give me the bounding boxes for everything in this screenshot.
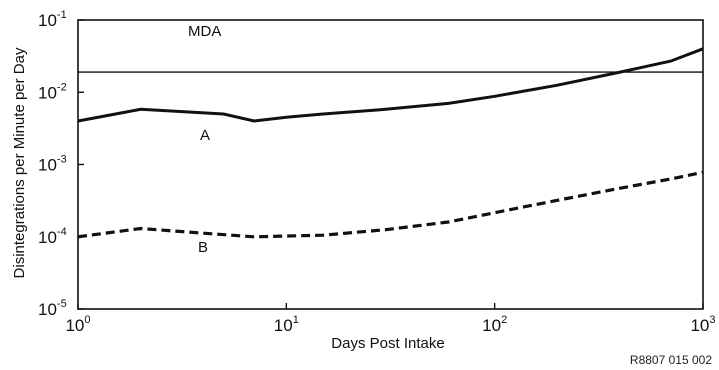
series-a-line	[77, 47, 704, 123]
y-tick-label: 10-2	[38, 81, 67, 102]
annotation-mda: MDA	[188, 23, 221, 40]
x-tick-label: 103	[690, 314, 715, 335]
x-tick-label: 100	[65, 314, 90, 335]
x-axis-ticks: 100 101 102 103	[65, 303, 716, 335]
x-tick-label: 102	[482, 314, 507, 335]
figure-reference-code: R8807 015 002	[630, 353, 712, 367]
y-axis-ticks: 10-1 10-2 10-3 10-4 10-5	[38, 9, 84, 319]
y-tick-label: 10-1	[38, 9, 67, 30]
annotation-series-b: B	[198, 239, 208, 256]
y-tick-label: 10-5	[38, 298, 67, 319]
plot-frame	[77, 19, 704, 310]
x-axis-title: Days Post Intake	[331, 335, 444, 352]
x-tick-label: 101	[274, 314, 299, 335]
annotation-series-a: A	[200, 127, 210, 144]
y-tick-label: 10-4	[38, 226, 67, 247]
series-b-line	[77, 170, 704, 239]
y-axis-title: Disintegrations per Minute per Day	[11, 47, 28, 278]
y-tick-label: 10-3	[38, 154, 67, 175]
